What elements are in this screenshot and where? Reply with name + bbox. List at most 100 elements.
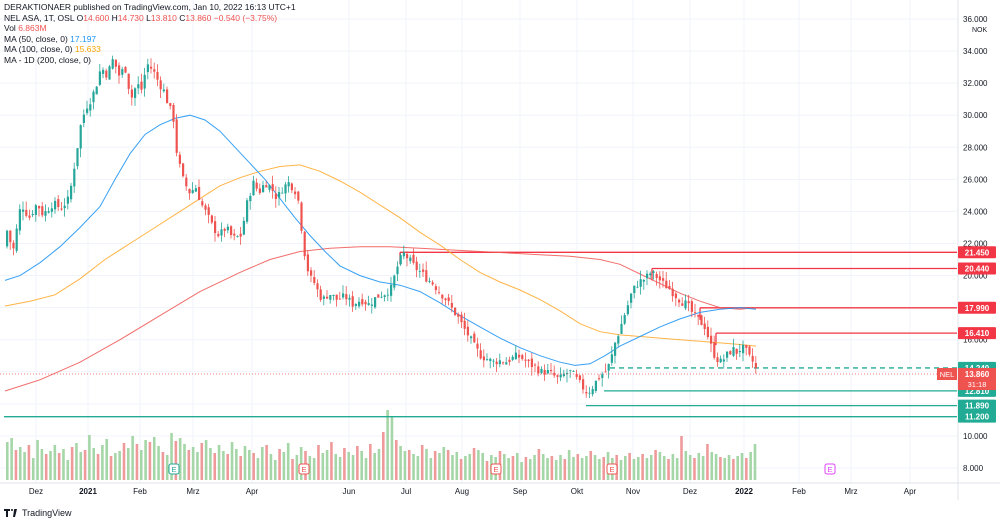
volume-bar: [44, 454, 48, 480]
candle-body: [230, 226, 233, 236]
candle-body: [601, 374, 604, 378]
candle-body: [713, 342, 716, 358]
candle-body: [57, 199, 60, 208]
candle-body: [239, 233, 242, 237]
candle-body: [342, 293, 345, 298]
candle-body: [313, 277, 316, 283]
volume-bar: [127, 448, 130, 480]
candle-body: [463, 320, 466, 329]
candle-body: [441, 294, 444, 299]
volume-bar: [684, 451, 688, 480]
candle-body: [31, 213, 34, 216]
candle-body: [108, 66, 111, 80]
volume-bar: [10, 438, 13, 480]
volume-bar: [520, 462, 523, 480]
volume-line[interactable]: Vol 6.863M: [4, 23, 296, 34]
volume-bar: [593, 455, 597, 480]
volume-bar: [420, 445, 424, 480]
volume-bar: [723, 458, 727, 480]
level-badge: [958, 399, 996, 412]
earnings-marker[interactable]: [490, 463, 502, 475]
candle-body: [630, 293, 633, 303]
candle-body: [246, 200, 249, 222]
candle-body: [25, 209, 28, 216]
candles: [6, 55, 757, 398]
volume-bar: [753, 444, 757, 480]
volume-value: 6.863M: [18, 23, 47, 33]
volume-bar: [351, 455, 355, 480]
candle-body: [623, 315, 626, 324]
candle-body: [271, 184, 274, 191]
candle-body: [134, 88, 137, 98]
candle-body: [76, 148, 79, 167]
volume-bar: [165, 455, 169, 480]
volume-bar: [438, 453, 441, 480]
candle-body: [636, 286, 639, 288]
ma200-line[interactable]: MA - 1D (200, close, 0): [4, 55, 296, 66]
volume-bar: [589, 451, 593, 480]
candle-body: [89, 104, 92, 111]
candle-body: [361, 299, 364, 305]
volume-bar: [429, 458, 433, 480]
volume-bar: [680, 436, 683, 480]
volume-bar: [628, 453, 631, 480]
candle-body: [668, 285, 671, 290]
candle-body: [111, 59, 114, 69]
volume-bar: [693, 458, 696, 480]
volume-bar: [161, 452, 165, 480]
earnings-marker-label: E: [609, 465, 614, 474]
horizontal-levels[interactable]: [4, 251, 957, 418]
level-value: 11.200: [965, 413, 990, 422]
x-tick-label: Aug: [455, 487, 469, 496]
candle-body: [22, 209, 25, 212]
y-tick-label: 32.000: [963, 79, 988, 88]
candle-body: [217, 233, 220, 237]
ma100-line[interactable]: MA (100, close, 0) 15.633: [4, 44, 296, 55]
volume-bar: [14, 450, 18, 480]
earnings-marker[interactable]: [606, 463, 618, 475]
earnings-marker[interactable]: [824, 463, 836, 475]
candle-body: [345, 294, 348, 300]
candle-body: [642, 279, 645, 282]
volume-bar: [701, 456, 705, 480]
volume-bar: [364, 458, 368, 480]
volume-bar: [719, 457, 722, 480]
candle-body: [386, 294, 389, 296]
candle-body: [383, 295, 386, 297]
candle-body: [447, 297, 450, 302]
y-tick-label: 34.000: [963, 47, 988, 56]
candle-body: [710, 335, 713, 344]
tradingview-logo-icon: [4, 509, 18, 517]
volume-bar: [455, 452, 459, 480]
candle-body: [156, 71, 159, 80]
x-tick-label: Dez: [29, 487, 43, 496]
volume-bar: [459, 459, 463, 480]
candle-body: [498, 360, 501, 365]
volume-bar: [312, 458, 316, 480]
candle-body: [284, 184, 287, 194]
symbol-badge: [937, 368, 957, 381]
volume-bar: [248, 450, 251, 480]
candle-body: [6, 230, 9, 247]
candle-body: [233, 233, 236, 236]
volume-bar: [23, 452, 26, 480]
symbol-label[interactable]: NEL ASA, 1T, OSL: [4, 12, 75, 23]
candle-body: [716, 357, 719, 363]
candle-body: [255, 182, 258, 189]
earnings-marker[interactable]: [168, 463, 180, 475]
candle-body: [553, 372, 556, 376]
y-tick-label: 8.000: [963, 464, 984, 473]
candle-body: [169, 103, 172, 106]
candle-body: [665, 280, 668, 289]
ma50-line[interactable]: MA (50, close, 0) 17.197: [4, 34, 296, 45]
volume-bar: [88, 435, 91, 480]
volume-bar: [369, 444, 372, 480]
countdown: 31:18: [968, 380, 987, 389]
candle-body: [473, 333, 476, 343]
candle-body: [319, 289, 322, 300]
earnings-marker[interactable]: [298, 463, 310, 475]
x-tick-label: Jun: [343, 487, 356, 496]
volume-bar: [109, 456, 113, 480]
